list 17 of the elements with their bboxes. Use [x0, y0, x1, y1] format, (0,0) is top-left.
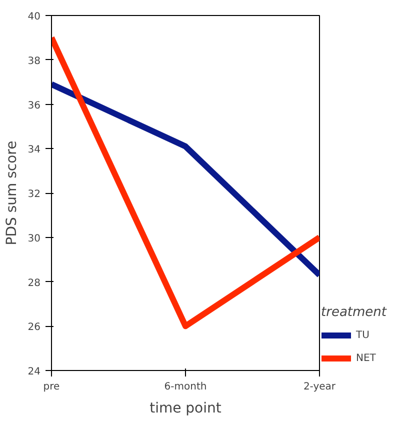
- x-tick-label: pre: [43, 382, 60, 392]
- x-tick-label: 2-year: [303, 382, 336, 392]
- y-tick-label: 30: [28, 233, 41, 244]
- y-tick-label: 26: [28, 322, 41, 334]
- y-tick-label: 28: [28, 278, 41, 289]
- legend-title: treatment: [321, 305, 387, 320]
- y-tick-label: 40: [28, 12, 41, 22]
- y-axis-title: PDS sum score: [4, 140, 20, 246]
- legend-label: TU: [356, 330, 370, 340]
- x-tick-label: 6-month: [164, 382, 207, 392]
- y-tick-label: 24: [28, 366, 41, 378]
- y-tick-label: 32: [28, 189, 41, 200]
- y-tick-label: 36: [28, 100, 41, 112]
- legend-label: NET: [356, 352, 376, 364]
- x-axis-title: time point: [150, 400, 222, 416]
- y-tick-label: 38: [28, 56, 41, 67]
- y-tick-label: 34: [28, 144, 41, 156]
